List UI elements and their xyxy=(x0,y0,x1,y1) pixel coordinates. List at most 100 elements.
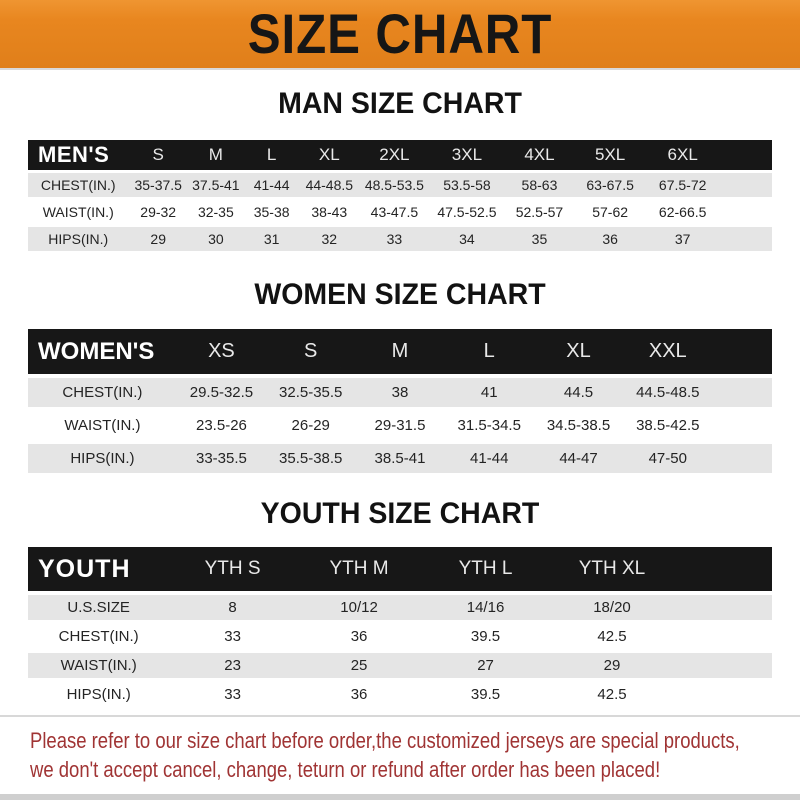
youth-corner-label: YOUTH xyxy=(28,547,170,591)
row-label: U.S.SIZE xyxy=(28,595,170,620)
footer-disclaimer: Please refer to our size chart before or… xyxy=(0,717,800,784)
row-label: CHEST(IN.) xyxy=(28,624,170,649)
page-title: SIZE CHART xyxy=(247,2,553,65)
youth-table-wrap: YOUTH YTH S YTH M YTH L YTH XL U.S.SIZE … xyxy=(0,543,800,711)
spacer-cell xyxy=(675,682,772,707)
cell: 10/12 xyxy=(295,595,423,620)
cell: 39.5 xyxy=(422,682,549,707)
cell: 18/20 xyxy=(548,595,676,620)
cell: 34 xyxy=(429,227,505,251)
youth-chest-row: CHEST(IN.) 33 36 39.5 42.5 xyxy=(28,624,772,649)
women-table-wrap: WOMEN'S XS S M L XL XXL CHEST(IN.) 29.5-… xyxy=(0,325,800,477)
cell: 33 xyxy=(169,682,296,707)
men-corner-label: MEN'S xyxy=(28,140,129,170)
men-col-header: 5XL xyxy=(574,140,646,170)
men-col-header: 4XL xyxy=(504,140,575,170)
cell: 33 xyxy=(359,227,430,251)
women-waist-row: WAIST(IN.) 23.5-26 26-29 29-31.5 31.5-34… xyxy=(28,411,772,440)
cell: 26-29 xyxy=(266,411,356,440)
cell: 44.5-48.5 xyxy=(623,378,713,407)
women-col-header: L xyxy=(444,329,534,374)
cell: 43-47.5 xyxy=(359,200,430,224)
cell: 29-31.5 xyxy=(355,411,445,440)
cell: 27 xyxy=(422,653,549,678)
cell: 63-67.5 xyxy=(574,173,646,197)
spacer-cell xyxy=(719,200,772,224)
women-col-header: XL xyxy=(533,329,624,374)
cell: 44-47 xyxy=(533,444,624,473)
women-col-header: XXL xyxy=(623,329,713,374)
cell: 32.5-35.5 xyxy=(266,378,356,407)
spacer-cell xyxy=(712,444,772,473)
cell: 36 xyxy=(295,624,423,649)
spacer-cell xyxy=(675,547,772,591)
cell: 8 xyxy=(169,595,296,620)
cell: 35-37.5 xyxy=(128,173,188,197)
cell: 42.5 xyxy=(548,682,676,707)
youth-section-heading: YOUTH SIZE CHART xyxy=(260,497,540,530)
cell: 29-32 xyxy=(128,200,188,224)
men-chest-row: CHEST(IN.) 35-37.5 37.5-41 41-44 44-48.5… xyxy=(28,173,772,197)
row-label: WAIST(IN.) xyxy=(28,653,170,678)
spacer-cell xyxy=(712,411,772,440)
divider-line xyxy=(0,715,800,717)
cell: 35.5-38.5 xyxy=(266,444,356,473)
cell: 47-50 xyxy=(623,444,713,473)
cell: 29.5-32.5 xyxy=(176,378,267,407)
cell: 44-48.5 xyxy=(299,173,360,197)
men-col-header: 2XL xyxy=(359,140,430,170)
men-col-header: 6XL xyxy=(645,140,720,170)
row-label: CHEST(IN.) xyxy=(28,378,177,407)
spacer-cell xyxy=(719,227,772,251)
cell: 47.5-52.5 xyxy=(429,200,505,224)
men-size-table: MEN'S S M L XL 2XL 3XL 4XL 5XL 6XL CHEST… xyxy=(28,137,772,254)
women-col-header: S xyxy=(266,329,356,374)
cell: 25 xyxy=(295,653,423,678)
cell: 36 xyxy=(574,227,646,251)
row-label: HIPS(IN.) xyxy=(28,227,129,251)
cell: 30 xyxy=(187,227,244,251)
cell: 14/16 xyxy=(422,595,549,620)
cell: 33-35.5 xyxy=(176,444,267,473)
cell: 39.5 xyxy=(422,624,549,649)
youth-ussize-row: U.S.SIZE 8 10/12 14/16 18/20 xyxy=(28,595,772,620)
women-size-table: WOMEN'S XS S M L XL XXL CHEST(IN.) 29.5-… xyxy=(28,325,772,477)
youth-hips-row: HIPS(IN.) 33 36 39.5 42.5 xyxy=(28,682,772,707)
men-col-header: L xyxy=(243,140,300,170)
women-chest-row: CHEST(IN.) 29.5-32.5 32.5-35.5 38 41 44.… xyxy=(28,378,772,407)
women-col-header: XS xyxy=(176,329,267,374)
spacer-cell xyxy=(675,653,772,678)
cell: 37.5-41 xyxy=(187,173,244,197)
cell: 33 xyxy=(169,624,296,649)
women-corner-label: WOMEN'S xyxy=(28,329,177,374)
row-label: WAIST(IN.) xyxy=(28,411,177,440)
row-label: HIPS(IN.) xyxy=(28,682,170,707)
cell: 29 xyxy=(548,653,676,678)
cell: 31 xyxy=(243,227,300,251)
row-label: CHEST(IN.) xyxy=(28,173,129,197)
women-col-header: M xyxy=(355,329,445,374)
youth-header-row: YOUTH YTH S YTH M YTH L YTH XL xyxy=(28,547,772,591)
youth-col-header: YTH L xyxy=(422,547,549,591)
row-label: WAIST(IN.) xyxy=(28,200,129,224)
cell: 38.5-41 xyxy=(355,444,445,473)
men-col-header: XL xyxy=(299,140,360,170)
cell: 38 xyxy=(355,378,445,407)
men-col-header: S xyxy=(128,140,188,170)
cell: 62-66.5 xyxy=(645,200,720,224)
cell: 41 xyxy=(444,378,534,407)
cell: 36 xyxy=(295,682,423,707)
spacer-cell xyxy=(712,378,772,407)
women-section-heading: WOMEN SIZE CHART xyxy=(254,278,546,311)
cell: 67.5-72 xyxy=(645,173,720,197)
cell: 29 xyxy=(128,227,188,251)
cell: 52.5-57 xyxy=(504,200,575,224)
youth-size-table: YOUTH YTH S YTH M YTH L YTH XL U.S.SIZE … xyxy=(28,543,772,711)
cell: 32-35 xyxy=(187,200,244,224)
women-header-row: WOMEN'S XS S M L XL XXL xyxy=(28,329,772,374)
cell: 31.5-34.5 xyxy=(444,411,534,440)
women-hips-row: HIPS(IN.) 33-35.5 35.5-38.5 38.5-41 41-4… xyxy=(28,444,772,473)
cell: 38-43 xyxy=(299,200,360,224)
men-waist-row: WAIST(IN.) 29-32 32-35 35-38 38-43 43-47… xyxy=(28,200,772,224)
